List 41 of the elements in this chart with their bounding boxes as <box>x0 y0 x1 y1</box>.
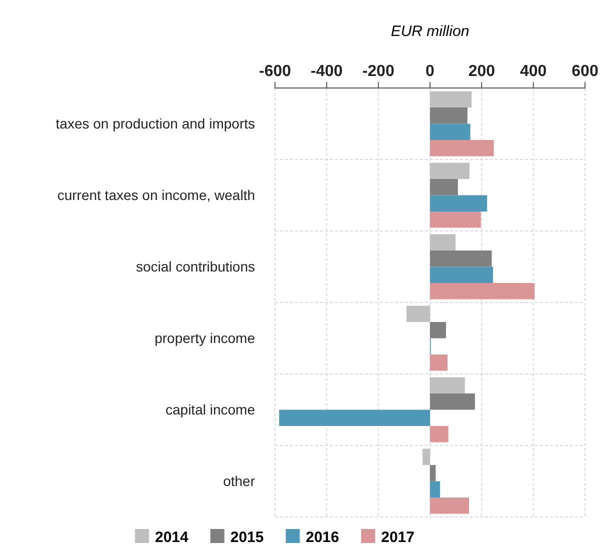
legend-label: 2014 <box>155 529 190 546</box>
bar <box>430 91 472 108</box>
bar <box>430 465 436 482</box>
y-tick-label: current taxes on income, wealth <box>57 187 255 204</box>
legend-label: 2017 <box>381 529 414 546</box>
bar <box>430 250 492 267</box>
legend-label: 2015 <box>230 529 264 546</box>
bar <box>430 283 535 300</box>
bar <box>279 410 430 426</box>
bar <box>430 266 494 283</box>
bar <box>430 354 448 371</box>
y-tick-label: capital income <box>166 402 256 418</box>
y-tick-label: other <box>223 473 256 490</box>
legend-label: 2016 <box>306 529 340 546</box>
x-tick-label: -200 <box>362 62 394 80</box>
bar <box>430 108 468 124</box>
bar <box>430 426 448 442</box>
x-tick-label: 400 <box>520 62 547 80</box>
bar <box>430 212 481 228</box>
y-tick-label: social contributions <box>136 258 255 275</box>
bar <box>430 377 465 394</box>
bar <box>430 140 494 156</box>
bar <box>430 124 470 140</box>
bar <box>406 306 430 322</box>
bar <box>430 179 458 196</box>
y-tick-label: taxes on production and imports <box>56 116 255 132</box>
bar <box>430 322 446 338</box>
x-tick-label: 0 <box>426 62 435 80</box>
bar <box>430 498 470 514</box>
bar <box>430 481 440 498</box>
x-tick-label: -600 <box>258 62 292 80</box>
y-tick-label: property income <box>154 330 256 346</box>
bar <box>430 162 470 179</box>
bar <box>430 195 488 212</box>
bar <box>430 234 456 250</box>
x-axis-title: EUR million <box>390 23 470 40</box>
bar <box>430 394 475 410</box>
x-tick-label: -400 <box>310 62 343 80</box>
x-tick-label: 600 <box>572 62 598 80</box>
x-tick-label: 200 <box>468 62 496 80</box>
bar <box>422 448 430 465</box>
